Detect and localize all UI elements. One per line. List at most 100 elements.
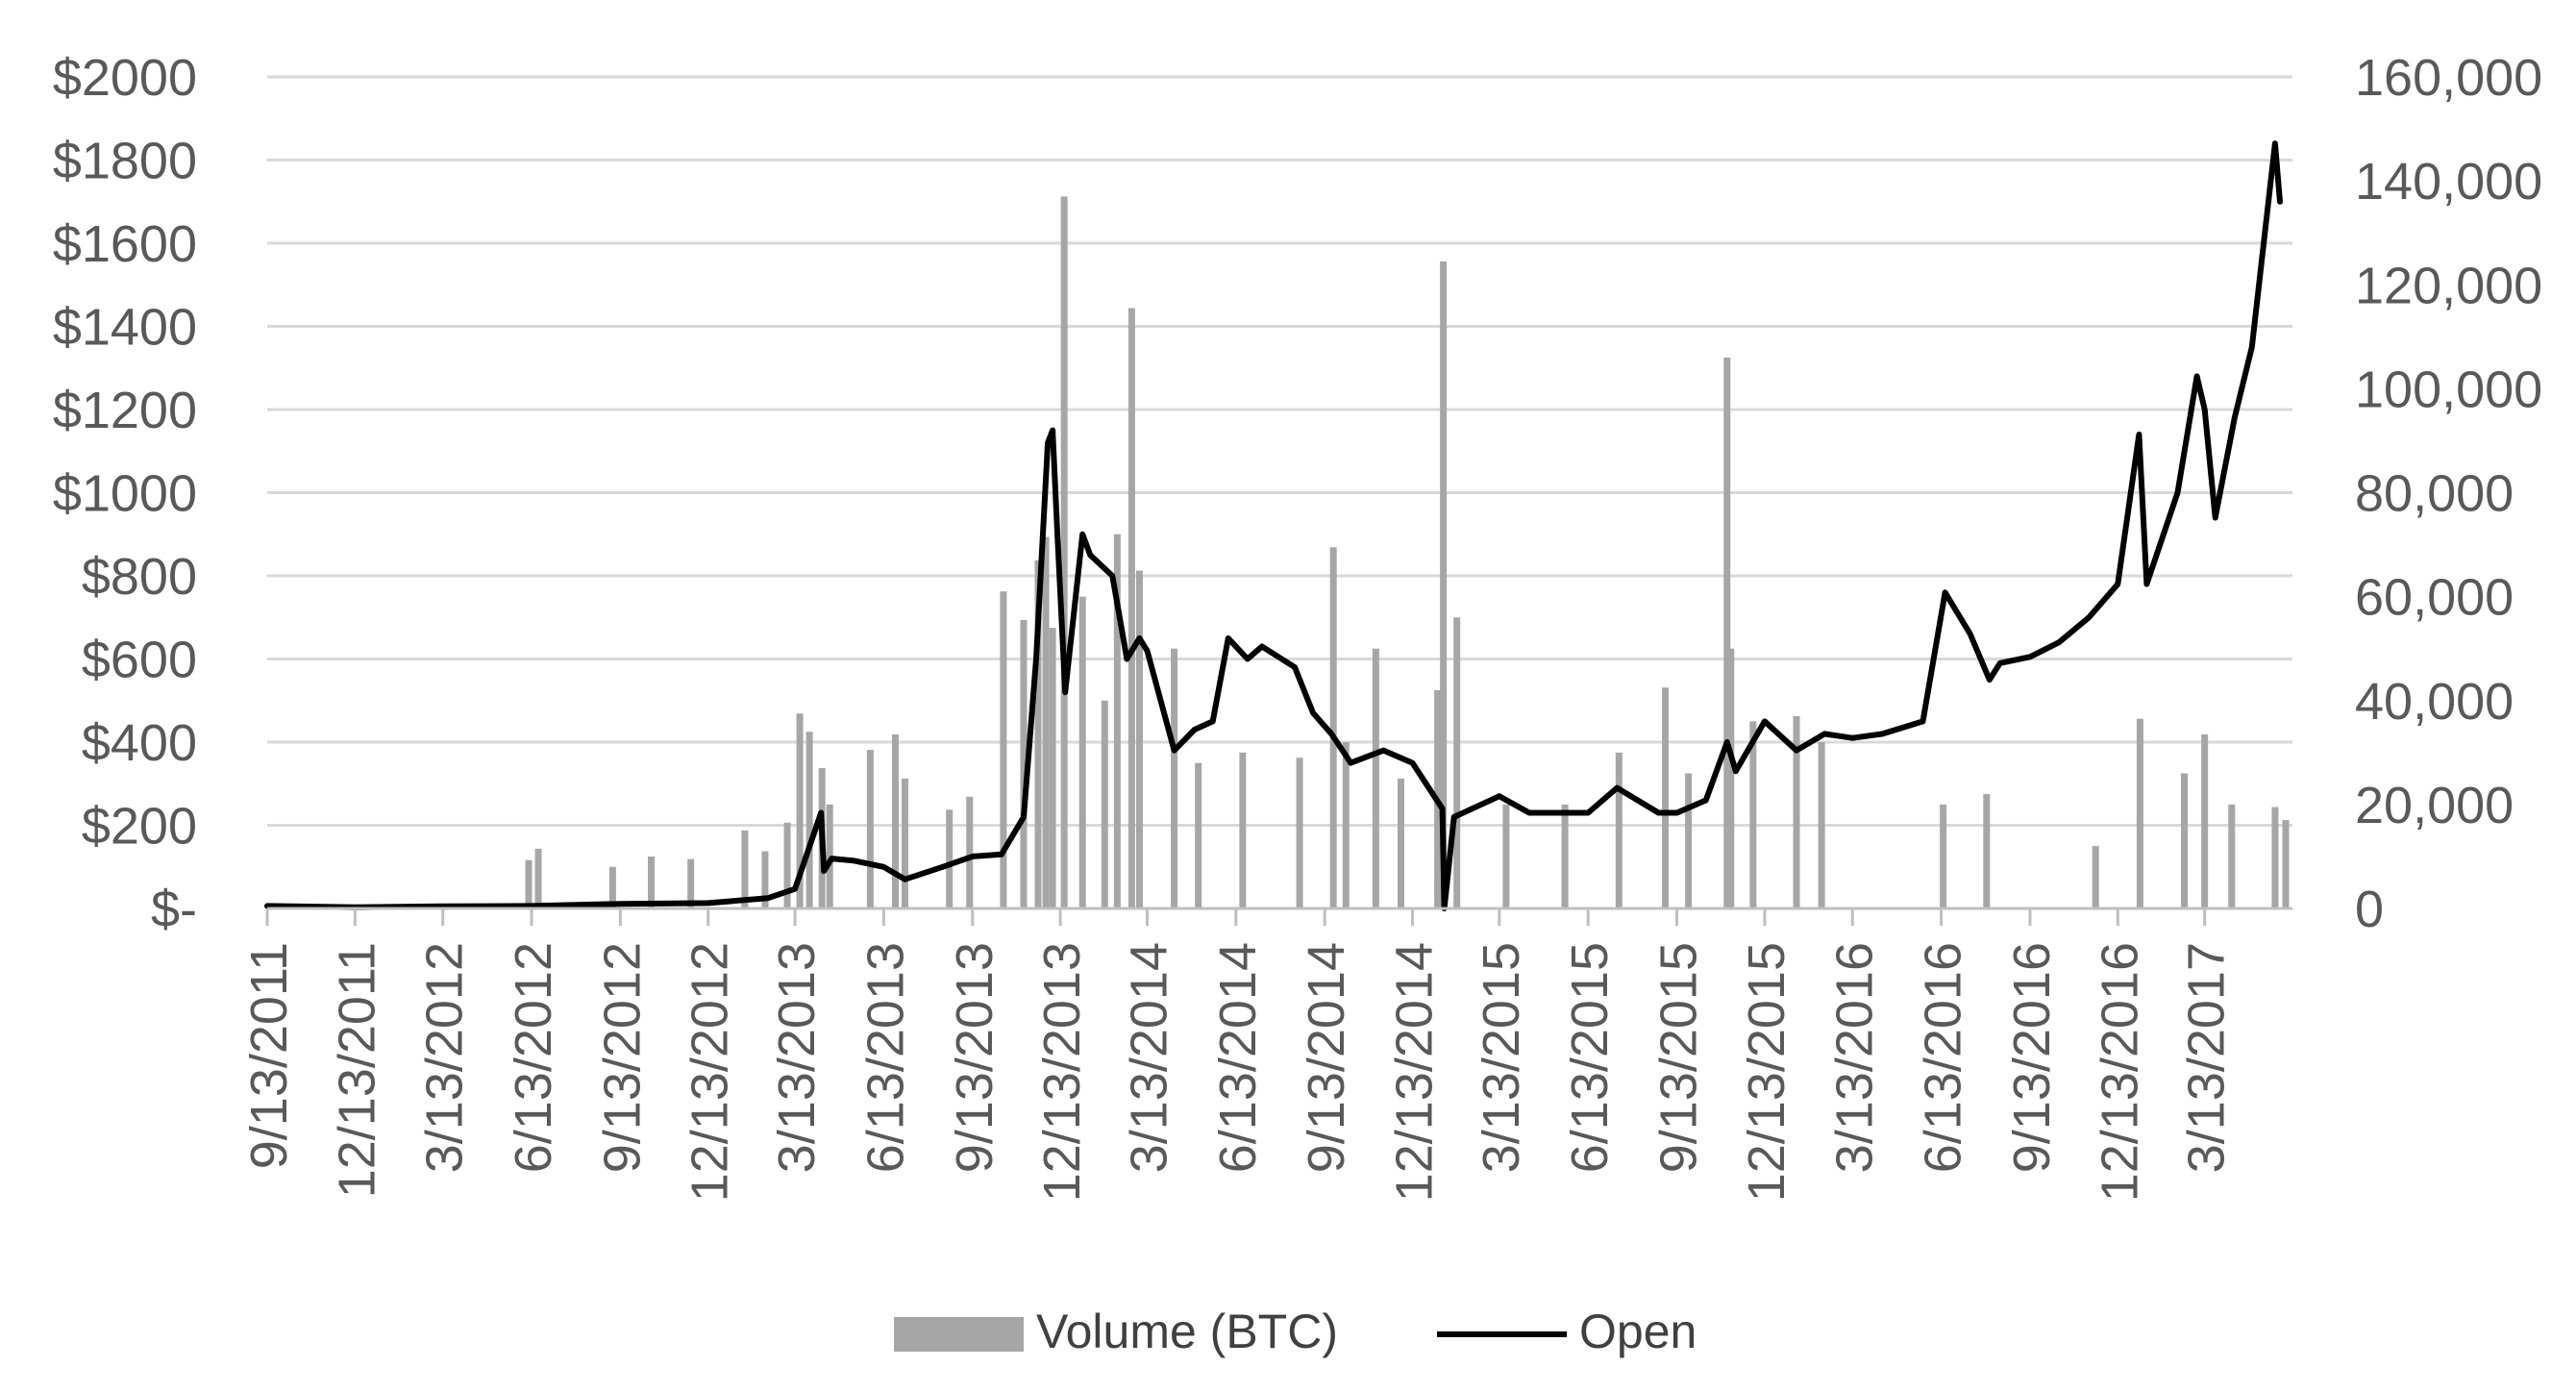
volume-bar — [1000, 591, 1007, 908]
x-tick-label: 6/13/2013 — [856, 942, 914, 1173]
x-tick-label: 6/13/2015 — [1561, 942, 1619, 1173]
y-left-tick-label: $600 — [82, 632, 197, 689]
volume-bar — [648, 856, 656, 908]
x-tick-label: 9/13/2015 — [1650, 942, 1708, 1173]
x-tick-label: 3/13/2013 — [768, 942, 826, 1173]
volume-bar — [1342, 742, 1350, 908]
volume-bar — [2181, 773, 2189, 908]
gridlines — [267, 75, 2292, 827]
open-line-group — [264, 140, 2283, 911]
x-tick-label: 3/13/2015 — [1473, 942, 1530, 1173]
volume-bar — [1042, 536, 1050, 908]
x-tick-label: 6/13/2014 — [1209, 942, 1267, 1173]
x-tick-label: 12/13/2011 — [328, 942, 385, 1198]
x-tick-label: 12/13/2012 — [681, 942, 739, 1202]
legend-label-open: Open — [1579, 1305, 1697, 1358]
open-line — [264, 140, 2283, 911]
volume-bar — [1171, 648, 1178, 908]
volume-bar — [1615, 752, 1622, 908]
volume-bar — [1113, 534, 1121, 908]
y-right-tick-label: 60,000 — [2355, 569, 2514, 627]
x-tick-label: 9/13/2016 — [2003, 942, 2061, 1173]
volume-bar — [1296, 758, 1303, 908]
x-tick-label: 9/13/2011 — [240, 942, 298, 1169]
volume-bar — [741, 830, 749, 908]
volume-bar — [1561, 804, 1569, 908]
y-left-tick-label: $1400 — [53, 299, 197, 357]
volume-bar — [1195, 762, 1202, 908]
y-left-tick-label: $1000 — [53, 465, 197, 523]
x-tick-label: 3/13/2012 — [416, 942, 474, 1173]
volume-bar — [1329, 547, 1337, 908]
volume-bar — [1453, 617, 1461, 908]
volume-bar — [1101, 700, 1108, 908]
volume-bar — [902, 778, 909, 908]
volume-bar — [1239, 752, 1247, 908]
legend: Volume (BTC) Open — [894, 1305, 1697, 1358]
y-right-tick-label: 40,000 — [2355, 673, 2514, 731]
y-left-tick-label: $2000 — [53, 49, 197, 107]
axes: $- $200 $400 $600 $800 $1000 $1200 $1400 $1600 $1… — [53, 49, 2542, 1202]
volume-bar — [1078, 596, 1086, 908]
volume-bar — [1060, 196, 1068, 908]
x-tick-label: 12/13/2015 — [1738, 942, 1796, 1202]
y-right-tick-label: 100,000 — [2355, 360, 2542, 418]
y-right-tick-label: 120,000 — [2355, 257, 2542, 314]
volume-bar — [1723, 357, 1731, 908]
y-right-tick-label: 80,000 — [2355, 465, 2514, 523]
volume-bars — [525, 196, 2290, 908]
volume-bar — [866, 750, 874, 908]
volume-bar — [525, 859, 533, 908]
x-tick-label: 12/13/2014 — [1386, 942, 1444, 1202]
volume-bar — [805, 732, 813, 908]
y-left-tick-label: $800 — [82, 548, 197, 606]
y-left-tick-label: $1600 — [53, 215, 197, 273]
x-tick-label: 3/13/2014 — [1120, 942, 1177, 1173]
volume-bar — [966, 796, 974, 908]
volume-bar — [1049, 628, 1056, 908]
volume-bar — [1034, 559, 1042, 908]
volume-bar — [946, 809, 954, 908]
volume-bar — [2092, 846, 2099, 908]
volume-bar — [1662, 687, 1670, 908]
volume-bar — [1135, 570, 1143, 908]
y-left-tick-label: $- — [151, 881, 197, 938]
volume-bar — [1940, 804, 1947, 908]
y-left-tick-label: $400 — [82, 714, 197, 772]
volume-bar — [2136, 718, 2143, 908]
volume-bar — [1502, 804, 1510, 908]
volume-bar — [608, 866, 616, 908]
x-tick-label: 12/13/2013 — [1033, 942, 1091, 1202]
x-tick-label: 3/13/2016 — [1825, 942, 1883, 1173]
y-right-tick-label: 0 — [2355, 881, 2384, 938]
x-tick-label: 6/13/2012 — [505, 942, 562, 1173]
volume-bar — [761, 851, 769, 908]
x-tick-label: 12/13/2016 — [2091, 942, 2148, 1202]
volume-bar — [2201, 733, 2209, 908]
y-right-tick-label: 20,000 — [2355, 777, 2514, 834]
volume-bar — [1372, 648, 1379, 908]
volume-bar — [796, 713, 804, 908]
y-right-tick-label: 140,000 — [2355, 153, 2542, 211]
volume-bar — [1727, 648, 1735, 908]
volume-bar — [1793, 715, 1800, 908]
volume-bar — [1685, 773, 1693, 908]
y-right-tick-label: 160,000 — [2355, 49, 2542, 107]
volume-bar — [1127, 308, 1135, 908]
y-left-tick-label: $200 — [82, 798, 197, 856]
volume-bar — [783, 822, 791, 908]
x-tick-label: 3/13/2017 — [2178, 942, 2236, 1173]
volume-bar — [2228, 804, 2236, 908]
volume-bar — [891, 733, 899, 908]
x-tick-label: 9/13/2012 — [593, 942, 651, 1173]
volume-bar — [534, 848, 542, 908]
volume-bar — [1397, 778, 1404, 908]
volume-bar — [1818, 742, 1825, 908]
volume-bar — [1440, 261, 1448, 908]
volume-bar — [1749, 721, 1757, 908]
y-left-tick-label: $1200 — [53, 382, 197, 439]
x-tick-label: 6/13/2016 — [1915, 942, 1972, 1173]
volume-bar — [2282, 820, 2290, 908]
